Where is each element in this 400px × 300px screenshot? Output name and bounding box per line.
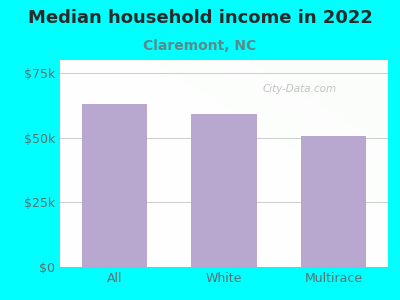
Text: Median household income in 2022: Median household income in 2022 [28,9,372,27]
Bar [191,114,257,267]
Text: Claremont, NC: Claremont, NC [143,39,257,53]
Bar [300,136,366,267]
Bar [82,104,148,267]
Text: City-Data.com: City-Data.com [262,84,336,94]
